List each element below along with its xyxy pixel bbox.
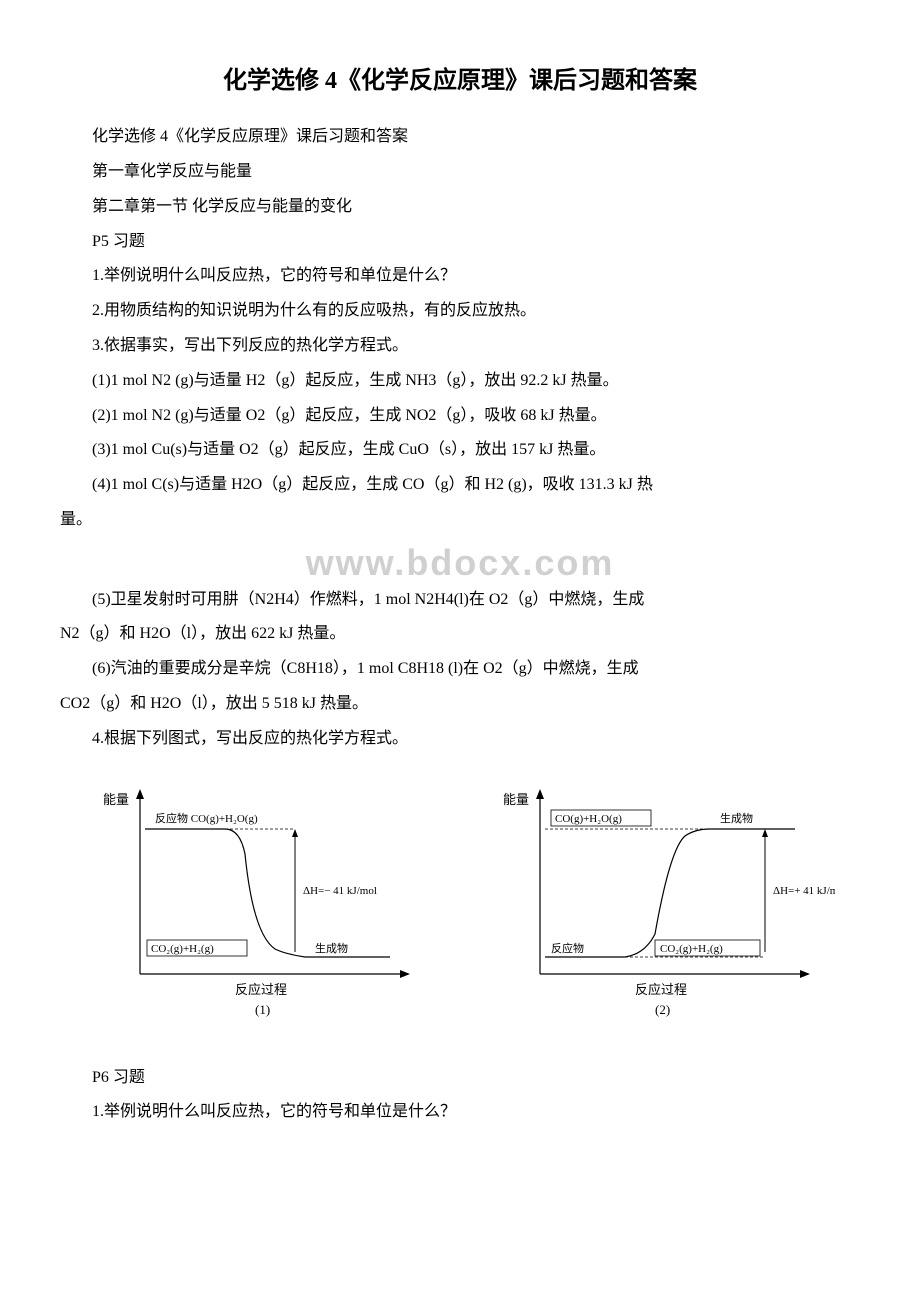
d1-product-formula: CO₂(g)+H₂(g) — [151, 943, 214, 955]
question-3-6b: CO2（g）和 H2O（l），放出 5 518 kJ 热量。 — [60, 690, 860, 719]
d2-product-label: 生成物 — [720, 811, 753, 825]
question-2: 2.用物质结构的知识说明为什么有的反应吸热，有的反应放热。 — [60, 297, 860, 326]
subtitle: 化学选修 4《化学反应原理》课后习题和答案 — [60, 123, 860, 152]
question-3-1: (1)1 mol N2 (g)与适量 H2（g）起反应，生成 NH3（g），放出… — [60, 367, 860, 396]
d2-x-axis-label: 反应过程 — [635, 982, 687, 997]
chapter-2: 第二章第一节 化学反应与能量的变化 — [60, 193, 860, 222]
d1-caption: (1) — [255, 1002, 270, 1017]
d2-reactant-formula: CO₂(g)+H₂(g) — [660, 943, 723, 955]
chapter-1: 第一章化学反应与能量 — [60, 158, 860, 187]
d2-y-axis-label: 能量 — [503, 792, 529, 807]
document-title: 化学选修 4《化学反应原理》课后习题和答案 — [60, 60, 860, 103]
question-4: 4.根据下列图式，写出反应的热化学方程式。 — [60, 725, 860, 754]
d1-reactant-label: 反应物 CO(g)+H₂O(g) — [155, 811, 258, 825]
question-3-6: (6)汽油的重要成分是辛烷（C8H18），1 mol C8H18 (l)在 O2… — [60, 655, 860, 684]
energy-diagram-2: 能量 CO(g)+H₂O(g) 生成物 反应物 CO₂(g)+H₂(g) ΔH=… — [485, 774, 835, 1034]
d1-delta-h: ΔH=− 41 kJ/mol — [303, 885, 377, 897]
p5-label: P5 习题 — [60, 228, 860, 257]
question-3-4b: 量。 — [60, 506, 860, 535]
p6-question-1: 1.举例说明什么叫反应热，它的符号和单位是什么？ — [60, 1098, 860, 1127]
question-3-5b: N2（g）和 H2O（l），放出 622 kJ 热量。 — [60, 620, 860, 649]
question-1: 1.举例说明什么叫反应热，它的符号和单位是什么？ — [60, 262, 860, 291]
question-3: 3.依据事实，写出下列反应的热化学方程式。 — [60, 332, 860, 361]
d2-delta-h: ΔH=+ 41 kJ/mol — [773, 885, 835, 897]
energy-diagram-1: 能量 反应物 CO(g)+H₂O(g) CO₂(g)+H₂(g) 生成物 ΔH=… — [85, 774, 435, 1034]
question-3-5: (5)卫星发射时可用肼（N2H4）作燃料，1 mol N2H4(l)在 O2（g… — [60, 586, 860, 615]
p6-label: P6 习题 — [60, 1064, 860, 1093]
d1-x-axis-label: 反应过程 — [235, 982, 287, 997]
question-3-2: (2)1 mol N2 (g)与适量 O2（g）起反应，生成 NO2（g），吸收… — [60, 402, 860, 431]
d2-reactant-label: 反应物 — [551, 941, 584, 955]
d2-caption: (2) — [655, 1002, 670, 1017]
energy-diagrams-container: 能量 反应物 CO(g)+H₂O(g) CO₂(g)+H₂(g) 生成物 ΔH=… — [60, 774, 860, 1034]
d1-y-axis-label: 能量 — [103, 792, 129, 807]
question-3-4: (4)1 mol C(s)与适量 H2O（g）起反应，生成 CO（g）和 H2 … — [60, 471, 860, 500]
question-3-3: (3)1 mol Cu(s)与适量 O2（g）起反应，生成 CuO（s），放出 … — [60, 436, 860, 465]
d1-product-label: 生成物 — [315, 941, 348, 955]
d2-product-formula: CO(g)+H₂O(g) — [555, 813, 622, 825]
